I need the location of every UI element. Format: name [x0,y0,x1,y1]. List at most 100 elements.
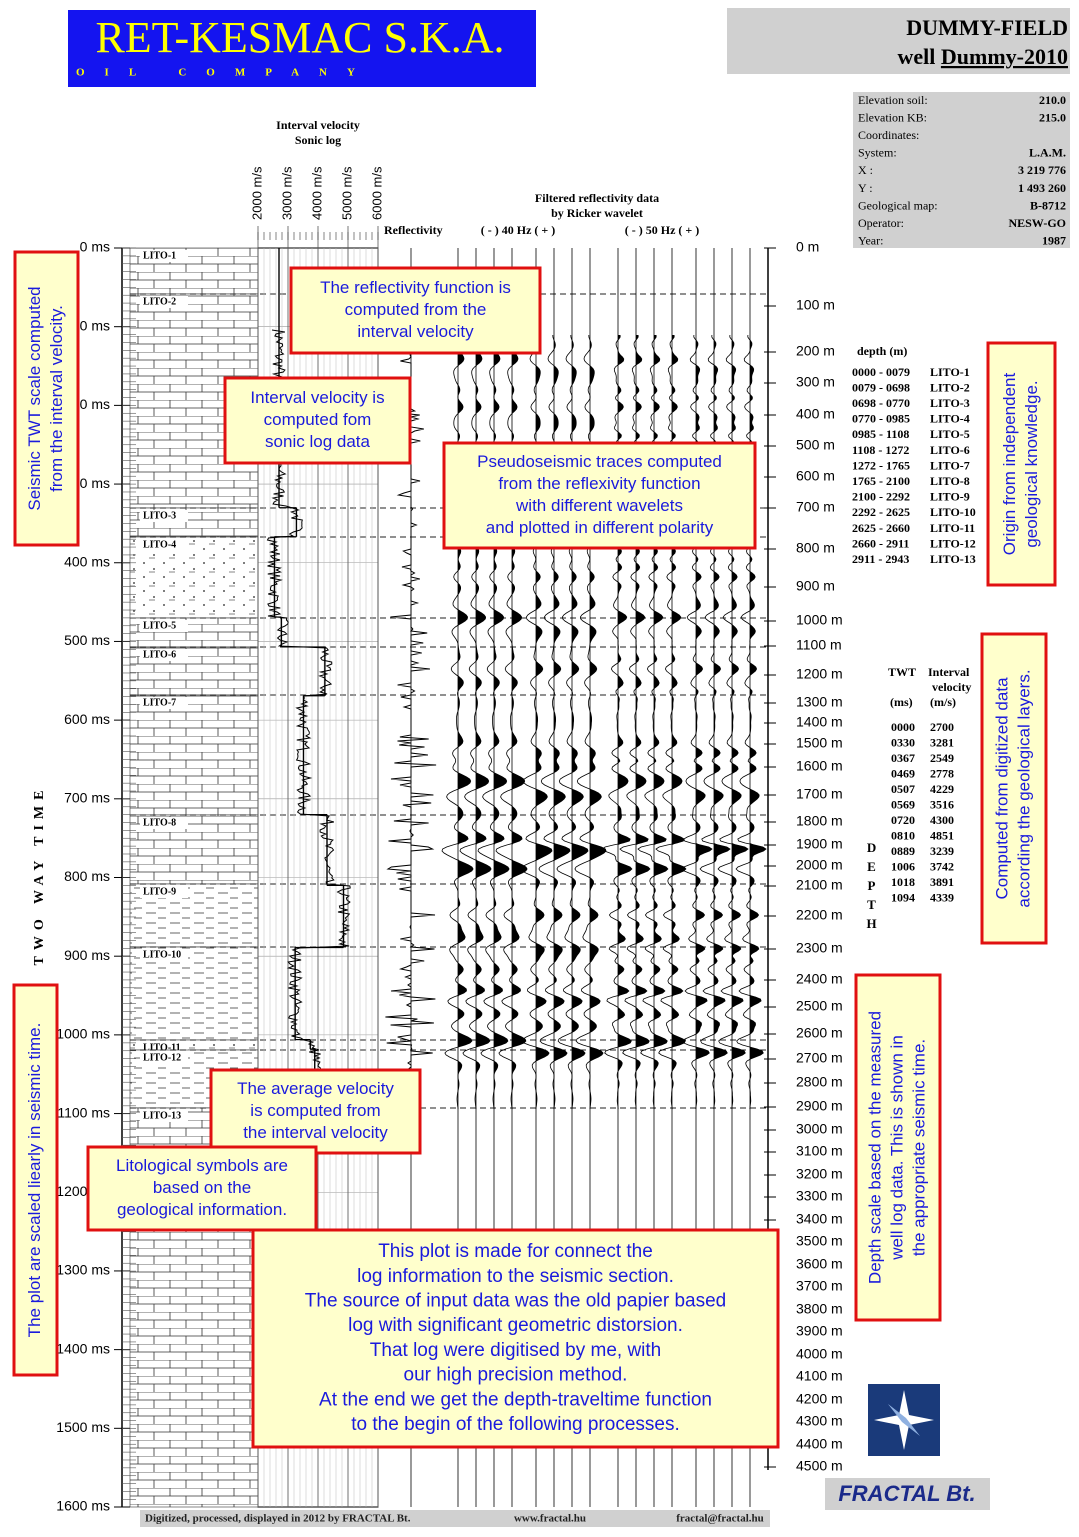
depth-axis-label: DEPTH [864,840,879,935]
info-label: Elevation KB: [858,110,927,124]
lithology-label: LITO-4 [143,539,176,550]
velocity-tick-label: 2000 m/s [249,166,264,220]
depth-range: 0079 - 0698 [852,380,910,394]
info-value: NESW-GO [1008,216,1066,230]
twt-value: 0000 [891,720,915,734]
lithology-label: LITO-5 [143,620,176,631]
callout-text: log information to the seismic section. [357,1266,674,1287]
depth-range: 1272 - 1765 [852,458,910,472]
velocity-value: 2549 [930,751,954,765]
twt-value: 1006 [891,859,915,873]
depth-tick-label: 3900 m [796,1323,843,1339]
callout-box [86,1145,318,1232]
depth-tick-label: 400 m [796,406,835,422]
depth-tick-label: 300 m [796,374,835,390]
depth-range: 0000 - 0079 [852,365,910,379]
footer-text: www.fractal.hu [514,1513,586,1525]
company-subtitle: OIL COMPANY [76,67,375,79]
depth-tick-label: 1800 m [796,813,843,829]
layer-name: LITO-4 [930,412,970,426]
callout-text: Computed from digitized data [992,677,1011,900]
callout-text: and plotted in different polarity [486,518,714,537]
callout-text: from the interval velocity. [47,305,66,492]
depth-tick-label: 800 m [796,540,835,556]
callout-text: The plot are scaled liearly in seismic t… [25,1023,44,1338]
callout-text: computed fom [264,410,372,429]
lithology-layer [129,694,259,816]
wavelet-label: ( - ) 40 Hz ( + ) [481,223,555,237]
callout-box [289,266,542,355]
info-label: Y : [858,181,873,195]
callout-text: Interval velocity is [250,388,384,407]
callout-text: according the geological layers. [1015,669,1034,907]
trace-fill [536,335,552,1110]
callout-box [986,341,1057,587]
trace-fill [554,335,570,1110]
depth-tick-label: 4300 m [796,1413,843,1429]
twt-value: 0507 [891,782,915,796]
lithology-label: LITO-13 [143,1110,181,1121]
info-value: 1987 [1042,234,1066,248]
velocity-value: 4851 [930,828,954,842]
depth-tick-label: 0 m [796,239,819,255]
info-value: 3 219 776 [1018,163,1066,177]
well-title: well Dummy-2010 [898,44,1069,69]
callout-text: well log data. This is shown in [887,1035,906,1261]
twt-tick-label: 1100 ms [57,1104,110,1120]
info-value: 1 493 260 [1018,181,1066,195]
depth-tick-label: 3800 m [796,1301,843,1317]
depth-tick-label: 500 m [796,437,835,453]
velocity-value: 3239 [930,844,954,858]
callout-text: interval velocity [357,322,474,341]
depth-tick-label: 4500 m [796,1458,843,1474]
callout-text: The source of input data was the old pap… [305,1290,726,1311]
depth-tick-label: 2200 m [796,907,843,923]
depth-range: 2625 - 2660 [852,521,910,535]
depth-tick-label: 2000 m [796,857,843,873]
trace-fill [732,335,748,1110]
info-value: 215.0 [1039,110,1066,124]
twt-value: 0889 [891,844,915,858]
lithology-label-bg [140,1052,188,1064]
callout-text: Depth scale based on the measured [865,1011,884,1284]
compass-star-inner [888,1404,920,1436]
velocity-value: 3516 [930,797,954,811]
lithology-label: LITO-12 [143,1052,181,1063]
compass-logo [868,1384,940,1456]
depth-tick-label: 1200 m [796,666,843,682]
twt-tick-label: 500 ms [64,632,110,648]
callout-box [251,1228,780,1449]
depth-tick-label: 1500 m [796,735,843,751]
fractal-logo: FRACTAL Bt. [838,1481,975,1506]
layer-name: LITO-13 [930,552,976,566]
callout-text: geological knowledge. [1022,380,1041,547]
twt-tick-label: 800 ms [64,868,110,884]
depth-range: 0698 - 0770 [852,396,910,410]
depth-tick-label: 1000 m [796,612,843,628]
velocity-tick-label: 6000 m/s [369,166,384,220]
twt-value: 0469 [891,766,915,780]
callout-text: Litological symbols are [116,1156,288,1175]
depth-range: 1108 - 1272 [852,443,909,457]
trace-fill [590,335,606,1110]
twt-axis-label: TWO WAY TIME [32,785,47,966]
lithology-label: LITO-7 [143,697,176,708]
velocity-value: 4339 [930,890,954,904]
twt-tick-label: 700 ms [64,790,110,806]
footer-text: Digitized, processed, displayed in 2012 … [145,1513,411,1525]
info-box [853,92,1070,248]
callout-box [980,632,1048,945]
depth-range: 1765 - 2100 [852,474,910,488]
depth-tick-label: 2300 m [796,940,843,956]
twt-value: 1018 [891,875,915,889]
lithology-label-bg [140,250,188,262]
well-prefix: well [898,44,936,69]
depth-tick-label: 3000 m [796,1121,843,1137]
velocity-value: 3742 [930,859,954,873]
callout-text: The reflectivity function is [320,278,511,297]
depth-tick-label: 2600 m [796,1025,843,1041]
depth-tick-label: 3700 m [796,1278,843,1294]
layer-name: LITO-2 [930,380,970,394]
callout-text: to the begin of the following processes. [351,1414,679,1435]
logo-box [68,10,536,87]
